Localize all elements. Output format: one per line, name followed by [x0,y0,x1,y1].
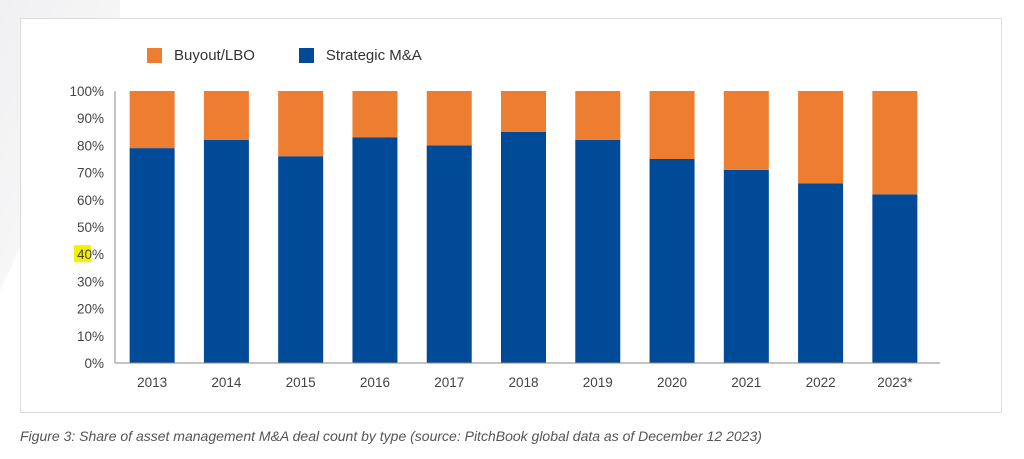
xtick-label: 2015 [286,375,316,390]
bar-strategic-m-a-2019 [575,139,621,363]
bar-buyout-lbo-2021 [723,91,769,170]
ytick-label: 60% [77,193,104,208]
stacked-bar-chart: 0% 10% 20% 30% 40% 50% 60% 70% 80% 90% 100% 2013 201… [69,84,940,390]
xtick-label: 2022 [806,375,836,390]
bar-buyout-lbo-2022 [798,91,844,184]
figure-caption: Figure 3: Share of asset management M&A … [20,428,762,444]
legend-item-strategic: Strategic M&A [298,47,422,64]
ytick-label: 0% [84,356,104,371]
bar-strategic-m-a-2023 [872,194,918,363]
ytick-label: 50% [77,220,104,235]
legend-item-buyout: Buyout/LBO [147,47,255,64]
ytick-highlight [74,245,91,263]
legend-swatch-strategic [298,48,314,63]
xtick-label: 2019 [583,375,613,390]
bar-strategic-m-a-2018 [501,131,546,363]
chart-legend: Buyout/LBO Strategic M&A [147,47,466,64]
bar-buyout-lbo-2017 [426,91,472,146]
bar-strategic-m-a-2017 [426,145,472,363]
ytick-label: 20% [77,302,104,317]
legend-label-buyout: Buyout/LBO [174,47,255,64]
chart-frame: Buyout/LBO Strategic M&A 0% 10% 20% 30% 40% 5… [20,18,1002,413]
bar-buyout-lbo-2020 [649,91,695,159]
ytick-label: 30% [77,274,104,289]
xtick-label: 2018 [508,375,538,390]
legend-swatch-buyout [147,48,162,63]
bar-strategic-m-a-2014 [203,139,249,363]
bar-buyout-lbo-2014 [203,91,249,140]
legend-label-strategic: Strategic M&A [325,47,422,64]
ytick-label: 40% [77,247,104,262]
bar-buyout-lbo-2015 [278,91,324,157]
ytick-label: 80% [77,138,104,153]
xtick-label: 2016 [360,375,390,390]
bar-strategic-m-a-2021 [723,169,769,363]
xtick-label: 2017 [434,375,464,390]
bar-strategic-m-a-2022 [798,183,844,363]
bar-buyout-lbo-2023 [872,91,918,195]
bar-buyout-lbo-2013 [129,91,175,149]
ytick-label: 70% [77,166,104,181]
xtick-label: 2014 [211,375,242,390]
xtick-label: 2020 [657,375,687,390]
bar-buyout-lbo-2019 [575,91,621,140]
bar-strategic-m-a-2013 [129,148,175,363]
bar-buyout-lbo-2018 [501,91,546,132]
xtick-label: 2021 [731,375,761,390]
bar-strategic-m-a-2020 [649,159,695,363]
ytick-label: 10% [77,329,104,344]
xtick-label: 2023* [877,375,913,390]
bar-strategic-m-a-2016 [352,137,398,363]
ytick-label: 90% [77,111,104,126]
ytick-label: 100% [69,84,104,99]
bar-buyout-lbo-2016 [352,91,398,138]
xtick-label: 2013 [137,375,167,390]
bar-strategic-m-a-2015 [278,156,324,363]
